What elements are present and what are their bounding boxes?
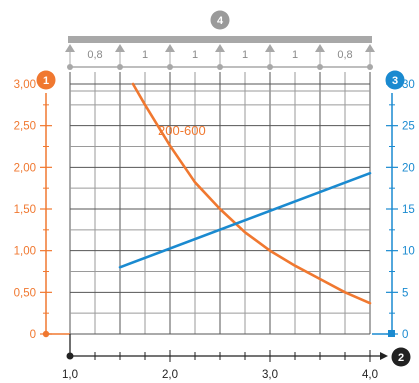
right-tick-label: 5 xyxy=(402,287,408,299)
right-tick-label: 10 xyxy=(402,246,415,258)
badge-3 xyxy=(385,70,405,90)
x-tick-label: 3,0 xyxy=(262,369,278,381)
support-node xyxy=(217,64,223,70)
right-tick-label: 0 xyxy=(402,329,408,341)
x-tick-label: 1,0 xyxy=(62,369,78,381)
span-label: 0,8 xyxy=(87,49,102,61)
support-triangle xyxy=(165,44,175,52)
left-tick-label: 3,00 xyxy=(14,79,36,91)
right-tick-label: 30 xyxy=(402,79,415,91)
series-layer: 200-600 xyxy=(118,82,372,305)
left-tick-label: 2,50 xyxy=(14,121,36,133)
series-line-right-axis xyxy=(118,171,372,269)
bottom-origin-dot xyxy=(66,352,74,360)
series-label: 200-600 xyxy=(158,123,206,138)
left-tick-label: 1,50 xyxy=(14,204,36,216)
left-tick-label: 1,00 xyxy=(14,246,36,258)
right-tick-label: 20 xyxy=(402,162,415,174)
support-triangle xyxy=(315,44,325,52)
left-tick-label: 0,50 xyxy=(14,287,36,299)
x-tick-label: 2,0 xyxy=(162,369,178,381)
span-label: 1 xyxy=(142,49,148,61)
x-tick-label: 4,0 xyxy=(362,369,378,381)
support-node xyxy=(67,64,73,70)
left-origin-dot xyxy=(42,330,50,338)
support-node xyxy=(167,64,173,70)
support-node xyxy=(317,64,323,70)
beam-diagram: 0,8 1 1 1 1 0,8 xyxy=(65,36,375,70)
bottom-axis-arrow xyxy=(380,352,388,360)
badge-2 xyxy=(391,347,411,367)
support-triangle xyxy=(215,44,225,52)
span-label: 1 xyxy=(242,49,248,61)
support-node xyxy=(267,64,273,70)
support-node xyxy=(367,64,373,70)
right-tick-label: 15 xyxy=(402,204,415,216)
series-line-200-600 xyxy=(131,82,372,305)
support-node xyxy=(117,64,123,70)
badge-3-label: 3 xyxy=(392,75,398,87)
left-tick-label: 0 xyxy=(30,329,36,341)
axes: 0 0,50 1,00 1,50 2,00 2,50 3,00 0 5 10 15 20 25 30 1,0… xyxy=(14,79,415,381)
badges: 4 1 3 2 xyxy=(36,10,411,367)
span-label: 1 xyxy=(292,49,298,61)
badge-4 xyxy=(210,10,230,30)
right-tick-label: 25 xyxy=(402,121,415,133)
support-triangle xyxy=(365,44,375,52)
span-label: 1 xyxy=(192,49,198,61)
support-triangle xyxy=(65,44,75,52)
badge-1 xyxy=(36,70,56,90)
left-tick-label: 2,00 xyxy=(14,162,36,174)
right-origin-square xyxy=(388,330,395,337)
beam-bar xyxy=(68,36,372,43)
badge-4-label: 4 xyxy=(217,15,224,27)
span-label: 0,8 xyxy=(337,49,352,61)
badge-2-label: 2 xyxy=(398,352,404,364)
support-triangle xyxy=(265,44,275,52)
grid xyxy=(69,72,371,335)
support-triangle xyxy=(115,44,125,52)
badge-1-label: 1 xyxy=(43,75,49,87)
